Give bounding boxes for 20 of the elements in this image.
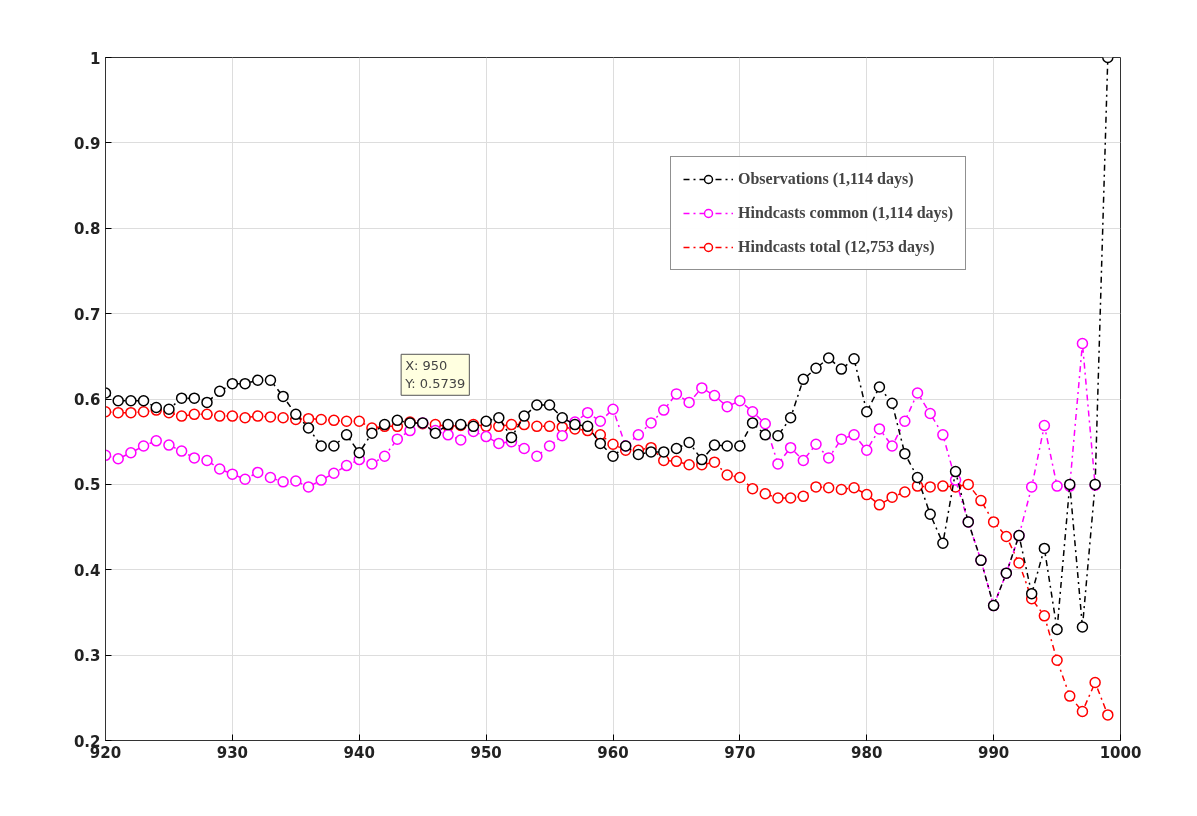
- y-tick-label: 0.9: [73, 134, 101, 153]
- legend-label: Hindcasts common (1,114 days): [738, 204, 954, 222]
- y-tick-label: 0.4: [73, 561, 101, 580]
- y-tick-label: 0.8: [73, 220, 101, 239]
- legend-label: Hindcasts total (12,753 days): [738, 238, 935, 256]
- x-tick-label: 950: [470, 743, 502, 762]
- x-tick-label: 940: [343, 743, 375, 762]
- x-tick-label: 990: [977, 743, 1010, 762]
- x-tick-label: 980: [851, 743, 883, 762]
- y-tick-label: 1: [90, 49, 101, 68]
- x-tick-label: 970: [724, 743, 756, 762]
- x-tick-label: 930: [216, 743, 249, 762]
- y-tick-label: 0.6: [73, 391, 101, 409]
- y-tick-label: 0.5: [73, 476, 101, 495]
- legend-label: Observations (1,114 days): [738, 170, 914, 188]
- annotation: X: 950 Y: 0.5739: [404, 358, 466, 392]
- x-tick-label: 960: [597, 743, 629, 762]
- y-tick-label: 0.7: [73, 305, 101, 324]
- y-tick-label: 0.3: [73, 647, 101, 666]
- x-tick-label: 1000: [1099, 743, 1142, 762]
